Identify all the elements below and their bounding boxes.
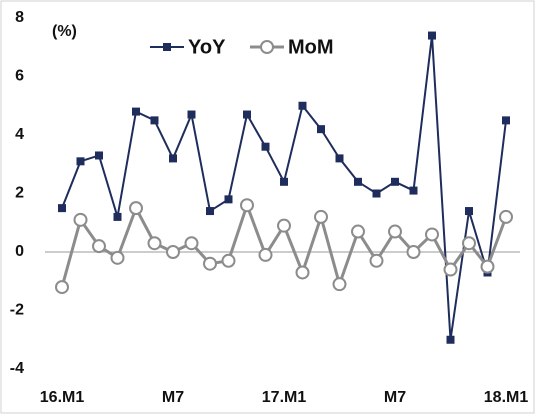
y-tick-label: 8 [15,9,24,26]
point-marker [113,212,122,221]
y-tick-label: 6 [15,68,24,85]
point-marker [58,204,66,213]
point-marker [480,259,495,274]
point-marker [317,125,325,134]
point-marker [76,157,85,166]
point-marker [314,209,328,224]
y-tick-label: 0 [15,243,24,260]
point-marker [332,277,347,292]
point-marker [203,256,217,271]
point-marker [428,31,436,40]
point-marker [110,250,125,265]
point-marker [391,177,399,186]
point-marker [369,253,384,268]
x-tick-label: 17.M1 [262,389,307,406]
point-marker [406,245,421,259]
y-tick-label: 4 [15,126,24,143]
point-marker [169,154,177,163]
point-marker [502,116,510,125]
point-marker [388,224,402,239]
point-marker [335,154,344,163]
unit-annotation: (%) [52,23,77,40]
point-marker [465,207,473,216]
point-marker [277,218,291,233]
point-marker [166,245,180,259]
y-tick-label: 2 [15,185,24,202]
point-marker [240,198,254,213]
point-marker [354,177,362,186]
legend-marker [260,40,274,54]
point-marker [129,201,143,216]
point-marker [55,280,69,295]
point-marker [92,239,106,254]
point-marker [409,186,418,195]
point-marker [351,224,365,239]
point-marker [132,107,140,116]
point-marker [184,236,199,251]
series-line [61,35,507,340]
point-marker [147,236,162,251]
point-marker [280,177,288,186]
x-tick-label: 18.M1 [484,389,529,406]
point-marker [73,212,88,227]
point-marker [298,101,307,110]
point-marker [221,253,236,268]
point-marker [258,247,273,262]
point-marker [261,142,270,151]
y-tick-label: -2 [10,302,24,319]
x-tick-label: M7 [162,389,184,406]
legend-label: YoY [188,36,226,58]
point-marker [206,207,214,216]
y-tick-label: -4 [10,360,24,377]
legend-label: MoM [288,36,334,58]
x-tick-label: M7 [384,389,406,406]
point-marker [446,335,455,344]
point-marker [150,116,159,125]
point-marker [462,236,476,251]
point-marker [499,209,513,224]
point-marker [295,265,310,280]
legend-marker [163,43,171,51]
point-marker [187,110,196,119]
series-line [60,200,508,290]
point-marker [443,262,458,277]
point-marker [425,227,439,242]
point-marker [95,151,103,160]
x-tick-label: 16.M1 [40,389,85,406]
point-marker [372,189,381,198]
point-marker [243,110,251,119]
point-marker [224,195,233,204]
